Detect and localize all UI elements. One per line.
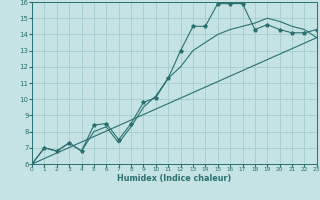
X-axis label: Humidex (Indice chaleur): Humidex (Indice chaleur) (117, 174, 232, 183)
